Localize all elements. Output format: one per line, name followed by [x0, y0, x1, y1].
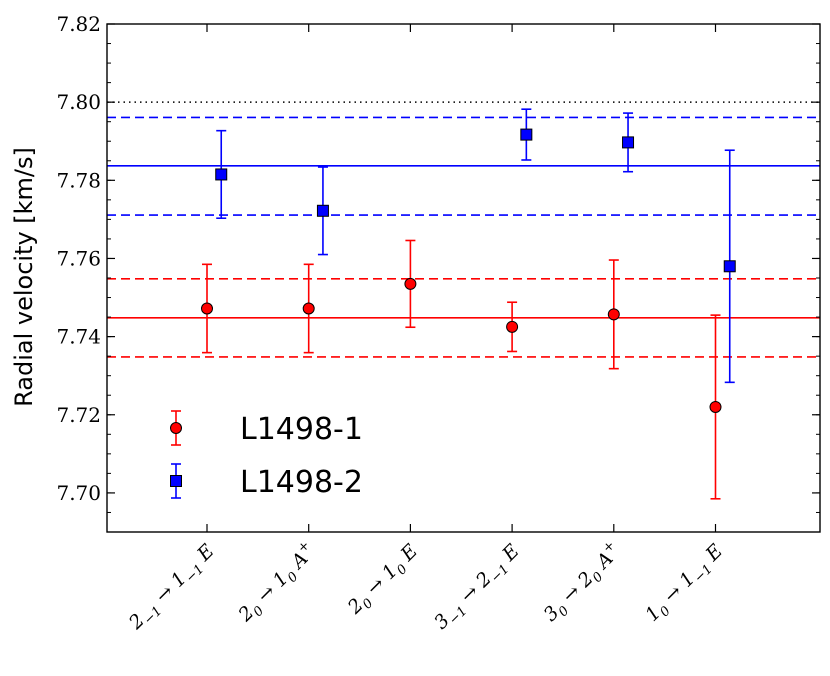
y-tick-label: 7.72: [56, 403, 101, 427]
y-tick-label: 7.74: [56, 325, 101, 349]
y-tick-label: 7.80: [56, 90, 101, 114]
series-2-point: [316, 204, 329, 217]
series-1-point: [404, 277, 417, 290]
legend-item-1-marker: [170, 422, 182, 434]
x-tick-label: 2−1 → 1−1 E: [124, 540, 221, 637]
series-1-point: [709, 400, 722, 413]
y-tick-label: 7.76: [56, 246, 101, 270]
series-2-point: [215, 168, 228, 181]
x-tick-label: 10 → 1−1 E: [641, 540, 730, 629]
x-tick-label: 20 → 10 E: [343, 540, 425, 622]
y-axis-label: Radial velocity [km/s]: [10, 147, 38, 407]
series-2-point: [622, 136, 635, 149]
series-1-point: [506, 320, 519, 333]
series-1-point: [201, 302, 213, 315]
plot-lines: [107, 101, 820, 358]
legend-item-2-marker: [170, 475, 182, 487]
plot-axes: [106, 23, 821, 533]
series-1-point: [607, 308, 620, 321]
y-tick-labels: 7.70 7.72 7.74 7.76 7.78 7.80 7.82: [56, 12, 101, 505]
series-2-point: [723, 260, 736, 273]
series-1-point: [302, 302, 315, 315]
x-tick-labels: 2−1 → 1−1 E20 → 10 A+20 → 10 E3−1 → 2−1 …: [124, 538, 730, 637]
y-tick-label: 7.78: [56, 168, 101, 192]
x-tick-label: 3−1 → 2−1 E: [430, 540, 527, 637]
plot-markers: [201, 128, 736, 413]
legend-item-1-label: L1498-1: [240, 412, 363, 447]
y-tick-label: 7.70: [56, 481, 101, 505]
y-tick-label: 7.82: [56, 12, 101, 36]
series-2-point: [520, 128, 533, 141]
legend-item-2-label: L1498-2: [240, 465, 363, 500]
x-tick-label: 20 → 10 A+: [232, 538, 324, 630]
legend: L1498-1 L1498-2: [170, 410, 363, 500]
x-tick-label: 30 → 20 A+: [537, 538, 628, 629]
